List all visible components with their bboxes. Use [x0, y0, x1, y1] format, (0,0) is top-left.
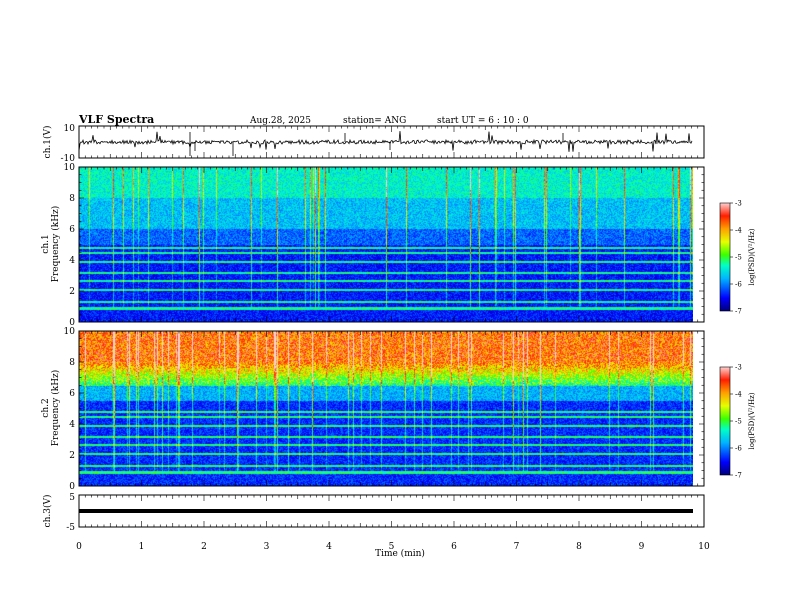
- y-tick-label: 0: [69, 482, 75, 492]
- waveform-trace-ch3: [79, 509, 693, 513]
- wave1-ylabel: ch.1(V): [42, 126, 53, 159]
- date-label: Aug.28, 2025: [249, 116, 311, 126]
- x-tick-label: 3: [264, 542, 270, 552]
- spec2-ylabel: Frequency (kHz): [50, 370, 61, 447]
- spectrogram-image-ch2: [79, 331, 693, 486]
- x-tick-label: 5: [389, 542, 395, 552]
- y-tick-label: 10: [64, 163, 76, 173]
- colorbar1-label: log(PSD)(V²/Hz): [748, 228, 756, 285]
- chart-title: VLF Spectra: [78, 113, 154, 126]
- colorbar-tick-label: -4: [735, 227, 742, 235]
- x-tick-label: 0: [76, 542, 82, 552]
- y-tick-label: 4: [69, 420, 75, 430]
- colorbar-tick-label: -3: [735, 364, 742, 372]
- y-tick-label: 2: [69, 287, 75, 297]
- colorbar-tick-label: -6: [735, 281, 742, 289]
- spectrogram-image-ch1: [79, 167, 693, 322]
- x-tick-label: 9: [639, 542, 645, 552]
- wave1-ytick-top: 10: [64, 124, 76, 134]
- y-tick-label: 10: [64, 327, 76, 337]
- y-tick-label: 8: [69, 194, 75, 204]
- waveform-trace-ch1: [78, 131, 693, 156]
- x-tick-label: 7: [514, 542, 520, 552]
- colorbar-tick-label: -4: [735, 391, 742, 399]
- y-tick-label: 8: [69, 358, 75, 368]
- colorbar-tick-label: -5: [735, 418, 742, 426]
- y-tick-label: 0: [69, 318, 75, 328]
- spec1-ylabel-channel: ch.1: [41, 234, 51, 253]
- start-ut-label: start UT = 6 : 10 : 0: [437, 116, 529, 126]
- colorbar-tick-label: -3: [735, 200, 742, 208]
- colorbar-ch2: [719, 366, 731, 476]
- colorbar2-label: log(PSD)(V²/Hz): [748, 392, 756, 449]
- x-axis-label: Time (min): [375, 548, 425, 559]
- y-tick-label: 6: [69, 225, 75, 235]
- x-tick-label: 1: [139, 542, 145, 552]
- wave1-ytick-bottom: -10: [61, 154, 76, 164]
- spec2-ylabel-channel: ch.2: [41, 398, 51, 417]
- x-tick-label: 6: [451, 542, 457, 552]
- x-tick-label: 4: [326, 542, 332, 552]
- y-tick-label: 2: [69, 451, 75, 461]
- colorbar-ch1: [719, 202, 731, 312]
- wave3-ylabel: ch.3(V): [42, 495, 53, 528]
- x-tick-label: 2: [201, 542, 207, 552]
- colorbar-tick-label: -6: [735, 445, 742, 453]
- y-tick-label: 6: [69, 389, 75, 399]
- station-label: station= ANG: [343, 116, 406, 126]
- wave3-ytick-bottom: -5: [66, 523, 75, 533]
- colorbar-tick-label: -5: [735, 254, 742, 262]
- x-tick-label: 8: [576, 542, 582, 552]
- wave3-ytick-top: 5: [69, 493, 75, 503]
- y-tick-label: 4: [69, 256, 75, 266]
- colorbar-tick-label: -7: [735, 308, 742, 316]
- x-tick-label: 10: [698, 542, 710, 552]
- spec1-ylabel: Frequency (kHz): [50, 206, 61, 283]
- colorbar-tick-label: -7: [735, 472, 742, 480]
